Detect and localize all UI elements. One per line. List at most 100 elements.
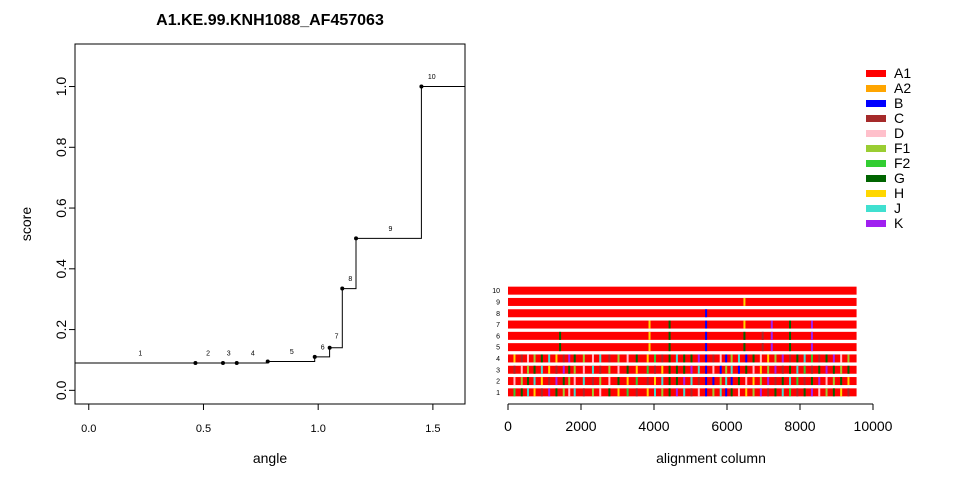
subtype-segment [725, 354, 728, 363]
subtype-segment [573, 365, 576, 374]
subtype-segment [668, 343, 671, 352]
row-label: 2 [496, 379, 500, 386]
subtype-segment [752, 365, 755, 374]
subtype-segment [617, 365, 620, 374]
subtype-segment [533, 377, 536, 386]
data-point [354, 236, 359, 241]
subtype-segment [582, 377, 585, 386]
subtype-segment [774, 388, 777, 397]
subtype-segment [562, 365, 565, 374]
subtype-segment [661, 388, 664, 397]
y-tick-label: 0.8 [53, 137, 69, 157]
x-tick-label: 10000 [854, 418, 893, 434]
subtype-segment [697, 377, 700, 386]
subtype-segment [562, 354, 565, 363]
alignment-strip [508, 320, 857, 329]
subtype-segment [626, 377, 629, 386]
x-tick-label: 0.0 [81, 423, 96, 435]
x-tick-label: 1.0 [311, 423, 326, 435]
subtype-segment [635, 354, 638, 363]
subtype-segment [626, 354, 629, 363]
subtype-segment [513, 377, 516, 386]
subtype-segment [705, 309, 708, 318]
subtype-segment [568, 377, 571, 386]
y-tick-label: 0.2 [53, 320, 69, 340]
subtype-segment [573, 388, 576, 397]
legend-swatch [866, 174, 886, 182]
subtype-segment [582, 354, 585, 363]
row-label: 4 [496, 356, 500, 363]
legend-label: B [894, 95, 904, 111]
subtype-segment [789, 365, 792, 374]
subtype-segment [832, 377, 835, 386]
point-label: 10 [428, 74, 436, 81]
subtype-segment [761, 343, 764, 352]
subtype-segment [719, 365, 722, 374]
subtype-segment [697, 365, 700, 374]
subtype-segment [675, 354, 678, 363]
subtype-segment [730, 388, 733, 397]
point-label: 7 [335, 334, 339, 341]
subtype-segment [803, 377, 806, 386]
subtype-segment [654, 388, 656, 397]
subtype-segment [648, 331, 651, 340]
subtype-segment [818, 388, 821, 397]
subtype-segment [789, 331, 792, 340]
subtype-segment [540, 388, 543, 397]
subtype-segment [781, 365, 784, 374]
subtype-segment [719, 388, 722, 397]
legend-swatch [866, 84, 886, 92]
subtype-segment [712, 377, 715, 386]
x-tick-label: 8000 [784, 418, 815, 434]
subtype-segment [752, 388, 755, 397]
subtype-segment [847, 388, 850, 397]
legend-swatch [866, 219, 886, 227]
subtype-segment [719, 354, 722, 363]
subtype-segment [840, 388, 843, 397]
data-point [327, 345, 332, 350]
subtype-segment [697, 354, 700, 363]
subtype-segment [697, 388, 700, 397]
subtype-segment [646, 365, 649, 374]
subtype-segment [668, 331, 671, 340]
subtype-segment [725, 388, 728, 397]
subtype-segment [654, 365, 656, 374]
subtype-segment [582, 388, 585, 397]
alignment-strip [508, 286, 857, 295]
subtype-segment [599, 377, 602, 386]
subtype-segment [683, 388, 686, 397]
x-tick-label: 0.5 [196, 423, 211, 435]
subtype-segment [548, 377, 551, 386]
x-tick-label: 6000 [711, 418, 742, 434]
subtype-segment [832, 354, 835, 363]
subtype-segment [774, 365, 777, 374]
subtype-segment [825, 388, 828, 397]
subtype-segment [705, 331, 708, 340]
subtype-segment [548, 354, 551, 363]
subtype-segment [526, 354, 529, 363]
legend-swatch [866, 189, 886, 197]
subtype-segment [745, 365, 748, 374]
legend-item: H [866, 186, 911, 201]
subtype-segment [789, 343, 792, 352]
subtype-segment [737, 377, 740, 386]
alignment-strip [508, 343, 857, 352]
row-label: 5 [496, 345, 500, 352]
subtype-segment [759, 365, 762, 374]
x-tick-label: 2000 [565, 418, 596, 434]
subtype-segment [847, 365, 850, 374]
subtype-segment [803, 365, 806, 374]
subtype-segment [705, 320, 708, 329]
legend-item: A2 [866, 81, 911, 96]
legend-label: G [894, 170, 905, 186]
subtype-segment [745, 377, 748, 386]
subtype-segment [690, 388, 693, 397]
legend-swatch [866, 159, 886, 167]
row-label: 7 [496, 322, 500, 329]
subtype-segment [555, 377, 558, 386]
y-tick-label: 0.0 [53, 380, 69, 400]
point-label: 5 [290, 349, 294, 356]
legend-swatch [866, 114, 886, 122]
legend-label: F2 [894, 155, 911, 171]
